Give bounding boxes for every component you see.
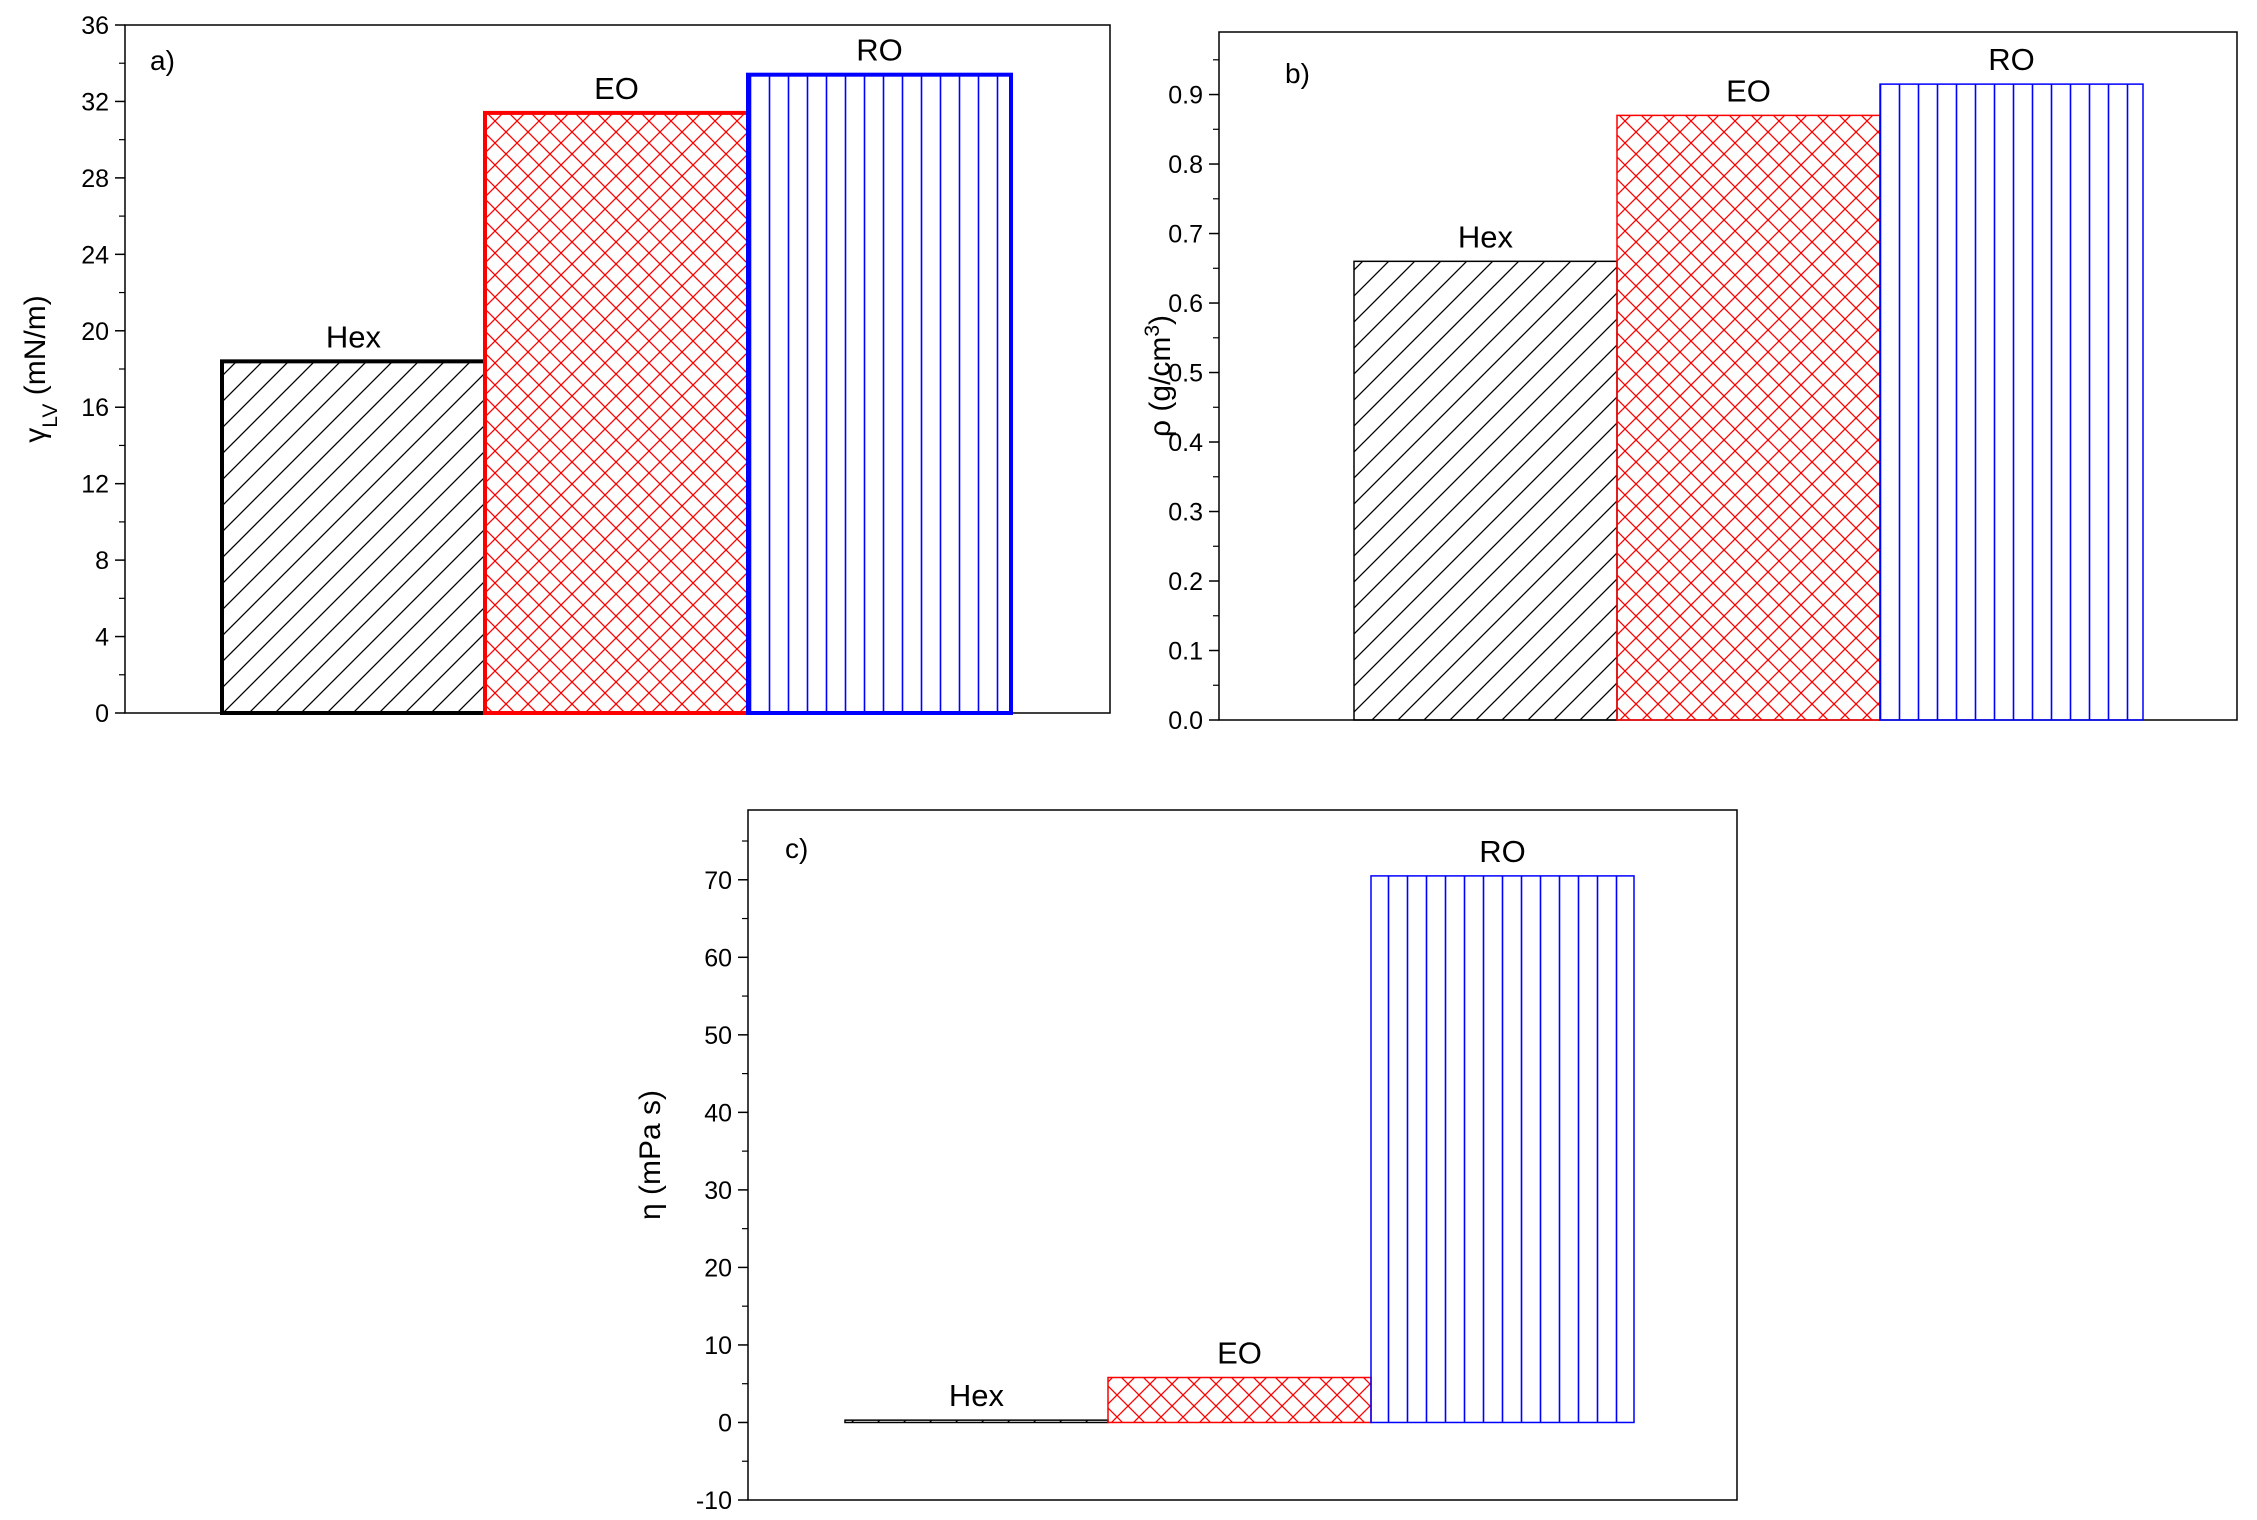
y-tick-label: 10 <box>704 1332 732 1360</box>
y-tick-label: 28 <box>81 165 109 193</box>
bar-label-ro: RO <box>1479 834 1526 869</box>
panel-label: a) <box>150 45 175 76</box>
y-tick-label: 32 <box>81 88 109 116</box>
y-tick-label: 0.6 <box>1168 290 1203 318</box>
y-tick-label: 0.7 <box>1168 221 1203 249</box>
y-tick-label: 4 <box>95 624 109 652</box>
chart-panel-c: -10 0 10 20 30 40 50 60 70 η (mPa s) c) Hex EO RO <box>600 790 1760 1515</box>
bar-eo <box>1107 1376 1372 1424</box>
y-tick-label: 60 <box>704 944 732 972</box>
y-tick-label: 20 <box>81 318 109 346</box>
y-tick-label: 0.0 <box>1168 707 1203 735</box>
chart-a-svg: 0 4 8 12 16 20 24 28 32 36 γLV (mN/m) a) Hex EO RO <box>19 12 1111 728</box>
bar-hex <box>844 1419 1109 1424</box>
y-tick-label: 0.8 <box>1168 151 1203 179</box>
y-tick-label: 0 <box>95 700 109 728</box>
bar-ro <box>1370 875 1635 1424</box>
y-tick-label: 0.5 <box>1168 360 1203 388</box>
bar-ro <box>746 72 1013 715</box>
y-tick-label: 0.1 <box>1168 638 1203 666</box>
bar-label-hex: Hex <box>1458 219 1514 254</box>
y-tick-label: 24 <box>81 241 109 269</box>
bar-hex <box>220 359 487 715</box>
y-axis-title: ρ (g/cm3) <box>1141 315 1178 437</box>
y-tick-label: -10 <box>696 1487 732 1515</box>
y-tick-label: 16 <box>81 394 109 422</box>
chart-c-svg: -10 0 10 20 30 40 50 60 70 η (mPa s) c) Hex EO RO <box>634 809 1738 1515</box>
panel-label: c) <box>785 833 808 864</box>
y-tick-label: 30 <box>704 1177 732 1205</box>
chart-panel-a: 0 4 8 12 16 20 24 28 32 36 γLV (mN/m) a) Hex EO RO <box>0 0 1130 740</box>
y-tick-label: 8 <box>95 547 109 575</box>
y-tick-label: 0.2 <box>1168 568 1203 596</box>
y-tick-label: 0.4 <box>1168 429 1203 457</box>
bar-label-hex: Hex <box>326 319 382 354</box>
plot-frame <box>747 809 1738 1501</box>
bar-eo <box>483 110 750 715</box>
bar-hex <box>1353 260 1618 721</box>
y-tick-label: 20 <box>704 1254 732 1282</box>
y-axis-title: γLV (mN/m) <box>19 295 62 442</box>
y-tick-label: 12 <box>81 471 109 499</box>
chart-panel-b: 0.0 0.1 0.2 0.3 0.4 0.5 0.6 0.7 0.8 0.9 ρ (g/cm3) b… <box>1130 0 2257 740</box>
y-tick-label: 0.3 <box>1168 499 1203 527</box>
bar-label-ro: RO <box>1988 42 2035 77</box>
bar-eo <box>1616 114 1881 721</box>
bar-ro <box>1879 83 2144 721</box>
bar-label-hex: Hex <box>949 1378 1005 1413</box>
y-tick-label: 0.9 <box>1168 82 1203 110</box>
panel-label: b) <box>1285 58 1310 89</box>
chart-b-svg: 0.0 0.1 0.2 0.3 0.4 0.5 0.6 0.7 0.8 0.9 ρ (g/cm3) b… <box>1141 31 2238 735</box>
y-tick-label: 70 <box>704 867 732 895</box>
y-tick-label: 40 <box>704 1099 732 1127</box>
y-tick-label: 0 <box>718 1409 732 1437</box>
bar-label-eo: EO <box>594 71 639 106</box>
bar-label-ro: RO <box>856 33 903 68</box>
bar-label-eo: EO <box>1726 73 1771 108</box>
bar-label-eo: EO <box>1217 1336 1262 1371</box>
y-axis-title: η (mPa s) <box>634 1090 667 1220</box>
y-tick-label: 36 <box>81 12 109 40</box>
y-tick-label: 50 <box>704 1022 732 1050</box>
